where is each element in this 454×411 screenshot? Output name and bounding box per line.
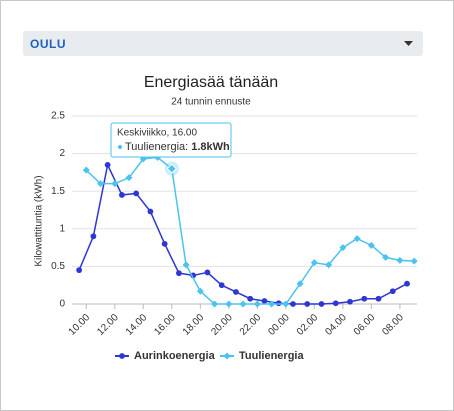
data-point	[361, 295, 368, 302]
data-point	[218, 282, 225, 289]
data-point	[104, 161, 111, 168]
data-point	[111, 180, 119, 188]
y-tick-label: 1	[59, 223, 65, 234]
x-tick-label: 06.00	[352, 312, 378, 338]
data-point	[382, 253, 390, 261]
data-point	[389, 288, 396, 295]
x-tick-label: 08.00	[380, 312, 406, 338]
data-point	[176, 270, 182, 277]
data-point	[275, 300, 282, 307]
data-point	[396, 256, 404, 264]
dropdown-value: OULU	[30, 37, 66, 51]
dropdown-caret	[404, 41, 413, 46]
tooltip-header: Keskiviikko, 16.00	[117, 128, 197, 139]
tooltip-value: 1.8kWh	[191, 141, 230, 153]
data-point	[166, 163, 178, 174]
data-point	[225, 300, 233, 308]
legend-label: Aurinkoenergia	[134, 350, 216, 362]
data-point	[147, 208, 154, 215]
data-point	[211, 300, 219, 308]
y-tick-label: 0	[59, 299, 65, 310]
chart-subtitle: 24 tunnin ennuste	[171, 97, 251, 108]
data-point	[196, 287, 204, 295]
data-point	[133, 190, 140, 197]
data-point	[90, 233, 97, 240]
data-point	[304, 301, 311, 307]
data-point	[161, 240, 168, 247]
x-tick-label: 00.00	[266, 312, 292, 338]
chart-title: Energiasää tänään	[144, 74, 278, 91]
legend-marker	[119, 353, 125, 359]
data-point	[261, 298, 268, 304]
tooltip-box	[110, 122, 232, 158]
x-tick-label: 22.00	[238, 312, 264, 338]
data-point	[253, 300, 261, 308]
data-point	[404, 280, 410, 287]
data-point	[282, 300, 290, 308]
data-point	[347, 298, 353, 305]
data-point	[310, 259, 318, 267]
x-tick-label: 12.00	[95, 312, 121, 338]
data-point	[125, 174, 133, 182]
legend-marker	[223, 352, 231, 360]
legend-label: Tuulienergia	[239, 350, 304, 362]
y-tick-label: 0.5	[51, 261, 65, 272]
data-point	[325, 261, 333, 269]
y-tick-label: 1.5	[51, 186, 65, 197]
data-point	[247, 295, 254, 302]
data-point	[318, 301, 325, 307]
data-point	[290, 301, 296, 307]
data-point	[118, 192, 125, 198]
data-point	[353, 235, 361, 243]
tooltip: Keskiviikko, 16.00 Tuulienergia: 1.8kWh	[110, 122, 232, 158]
y-axis-label: Kilowattituntia (kWh)	[34, 175, 45, 266]
data-point	[82, 166, 90, 174]
x-tick-label: 02.00	[295, 312, 321, 338]
data-point	[375, 295, 382, 302]
data-point	[97, 180, 105, 188]
x-tick-label: 16.00	[152, 312, 178, 338]
data-point	[268, 300, 276, 308]
x-tick-label: 04.00	[323, 312, 349, 338]
series-line	[78, 162, 408, 305]
x-tick-label: 10.00	[67, 312, 93, 338]
data-point	[233, 289, 239, 295]
location-dropdown[interactable]: OULU	[23, 31, 423, 56]
tooltip-bullet	[118, 145, 122, 149]
series-line	[85, 156, 415, 305]
tooltip-label: Tuulienergia:	[125, 141, 188, 153]
data-point	[182, 261, 190, 269]
y-tick-label: 2.5	[51, 111, 65, 122]
data-point	[339, 244, 347, 252]
data-point	[332, 300, 339, 307]
data-point	[410, 257, 418, 265]
y-tick-label: 2	[59, 148, 65, 159]
x-tick-label: 20.00	[209, 312, 235, 338]
data-point	[367, 241, 375, 249]
data-point	[239, 300, 247, 308]
tooltip-line: Tuulienergia: 1.8kWh	[125, 141, 230, 153]
x-tick-label: 18.00	[181, 312, 207, 338]
data-point	[296, 280, 304, 288]
x-tick-label: 14.00	[124, 312, 150, 338]
data-point	[76, 267, 83, 274]
data-point	[204, 269, 211, 276]
